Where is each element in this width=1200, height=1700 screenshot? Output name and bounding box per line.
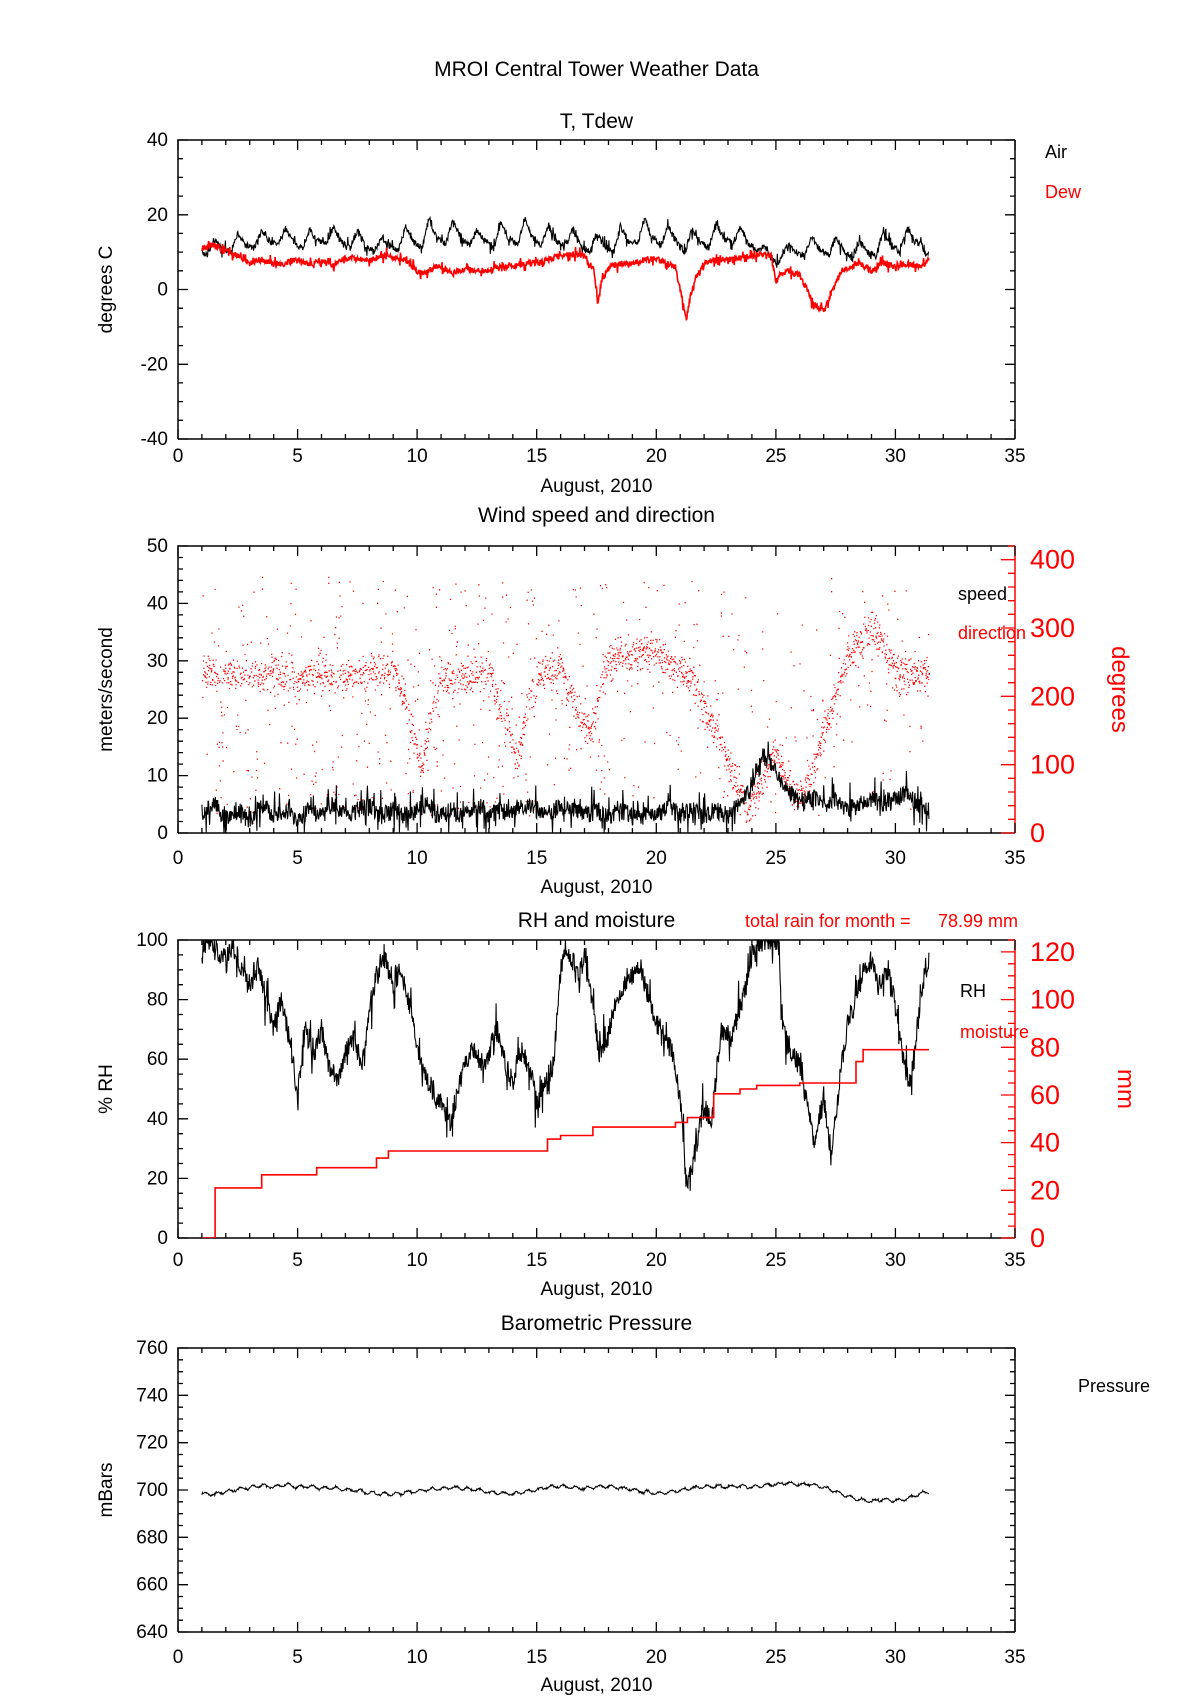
svg-text:30: 30	[885, 446, 906, 467]
svg-text:30: 30	[885, 1647, 906, 1668]
page-title: MROI Central Tower Weather Data	[434, 58, 759, 81]
svg-text:200: 200	[1030, 681, 1075, 711]
svg-text:mBars: mBars	[96, 1463, 117, 1518]
svg-text:0: 0	[173, 848, 184, 869]
svg-text:August, 2010: August, 2010	[541, 1675, 653, 1696]
svg-text:15: 15	[526, 446, 547, 467]
svg-text:740: 740	[136, 1385, 168, 1406]
svg-text:25: 25	[765, 1647, 786, 1668]
svg-text:40: 40	[1030, 1128, 1060, 1158]
svg-text:100: 100	[1030, 985, 1075, 1015]
svg-text:30: 30	[885, 848, 906, 869]
svg-text:RH: RH	[960, 981, 986, 1001]
svg-text:78.99 mm: 78.99 mm	[938, 911, 1018, 931]
svg-text:August, 2010: August, 2010	[541, 476, 653, 497]
svg-text:0: 0	[157, 1228, 168, 1249]
svg-text:degrees C: degrees C	[96, 246, 117, 334]
svg-text:Wind speed and direction: Wind speed and direction	[478, 504, 715, 527]
svg-text:720: 720	[136, 1433, 168, 1454]
svg-text:10: 10	[147, 766, 168, 787]
svg-text:5: 5	[292, 1647, 303, 1668]
svg-text:80: 80	[1030, 1032, 1060, 1062]
svg-text:Dew: Dew	[1045, 182, 1082, 202]
svg-text:400: 400	[1030, 545, 1075, 575]
svg-text:25: 25	[765, 848, 786, 869]
svg-text:20: 20	[646, 1647, 667, 1668]
svg-text:degrees: degrees	[1106, 646, 1133, 733]
svg-text:0: 0	[157, 280, 168, 301]
svg-text:30: 30	[147, 651, 168, 672]
svg-text:15: 15	[526, 1647, 547, 1668]
svg-text:0: 0	[157, 823, 168, 844]
svg-text:-40: -40	[141, 429, 168, 450]
svg-text:RH and moisture: RH and moisture	[518, 909, 676, 932]
svg-text:60: 60	[1030, 1080, 1060, 1110]
svg-text:5: 5	[292, 848, 303, 869]
svg-text:120: 120	[1030, 937, 1075, 967]
svg-text:40: 40	[147, 593, 168, 614]
svg-text:35: 35	[1004, 848, 1025, 869]
svg-text:0: 0	[173, 1647, 184, 1668]
svg-text:25: 25	[765, 1250, 786, 1271]
svg-text:0: 0	[173, 446, 184, 467]
svg-text:50: 50	[147, 536, 168, 557]
svg-text:meters/second: meters/second	[96, 627, 117, 752]
svg-text:20: 20	[147, 205, 168, 226]
svg-text:10: 10	[407, 446, 428, 467]
svg-text:20: 20	[147, 1168, 168, 1189]
svg-text:10: 10	[407, 1250, 428, 1271]
svg-text:100: 100	[1030, 750, 1075, 780]
svg-text:% RH: % RH	[96, 1064, 117, 1114]
svg-text:35: 35	[1004, 446, 1025, 467]
svg-text:Air: Air	[1045, 142, 1067, 162]
svg-text:10: 10	[407, 1647, 428, 1668]
svg-text:680: 680	[136, 1527, 168, 1548]
svg-text:0: 0	[1030, 818, 1045, 848]
svg-text:total rain for month =: total rain for month =	[745, 911, 911, 931]
svg-text:35: 35	[1004, 1250, 1025, 1271]
svg-text:80: 80	[147, 990, 168, 1011]
svg-text:35: 35	[1004, 1647, 1025, 1668]
svg-text:15: 15	[526, 848, 547, 869]
svg-text:5: 5	[292, 446, 303, 467]
svg-text:700: 700	[136, 1480, 168, 1501]
svg-text:moisture: moisture	[960, 1022, 1029, 1042]
svg-text:100: 100	[136, 930, 168, 951]
svg-text:20: 20	[646, 1250, 667, 1271]
svg-text:20: 20	[147, 708, 168, 729]
svg-text:25: 25	[765, 446, 786, 467]
svg-text:640: 640	[136, 1622, 168, 1643]
svg-text:August, 2010: August, 2010	[541, 1279, 653, 1300]
svg-text:August, 2010: August, 2010	[541, 877, 653, 898]
svg-text:speed: speed	[958, 584, 1007, 604]
svg-text:direction: direction	[958, 623, 1026, 643]
svg-text:40: 40	[147, 1109, 168, 1130]
svg-text:Pressure: Pressure	[1078, 1376, 1150, 1396]
svg-text:0: 0	[1030, 1223, 1045, 1253]
svg-text:20: 20	[646, 848, 667, 869]
svg-text:Barometric Pressure: Barometric Pressure	[501, 1312, 692, 1335]
svg-text:60: 60	[147, 1049, 168, 1070]
svg-text:760: 760	[136, 1338, 168, 1359]
svg-text:300: 300	[1030, 613, 1075, 643]
svg-text:30: 30	[885, 1250, 906, 1271]
svg-text:20: 20	[646, 446, 667, 467]
svg-text:20: 20	[1030, 1175, 1060, 1205]
svg-text:40: 40	[147, 130, 168, 151]
svg-text:0: 0	[173, 1250, 184, 1271]
svg-text:mm: mm	[1112, 1069, 1139, 1109]
svg-text:15: 15	[526, 1250, 547, 1271]
svg-text:-20: -20	[141, 354, 168, 375]
svg-text:T, Tdew: T, Tdew	[560, 110, 634, 133]
svg-text:5: 5	[292, 1250, 303, 1271]
svg-text:660: 660	[136, 1575, 168, 1596]
svg-text:10: 10	[407, 848, 428, 869]
